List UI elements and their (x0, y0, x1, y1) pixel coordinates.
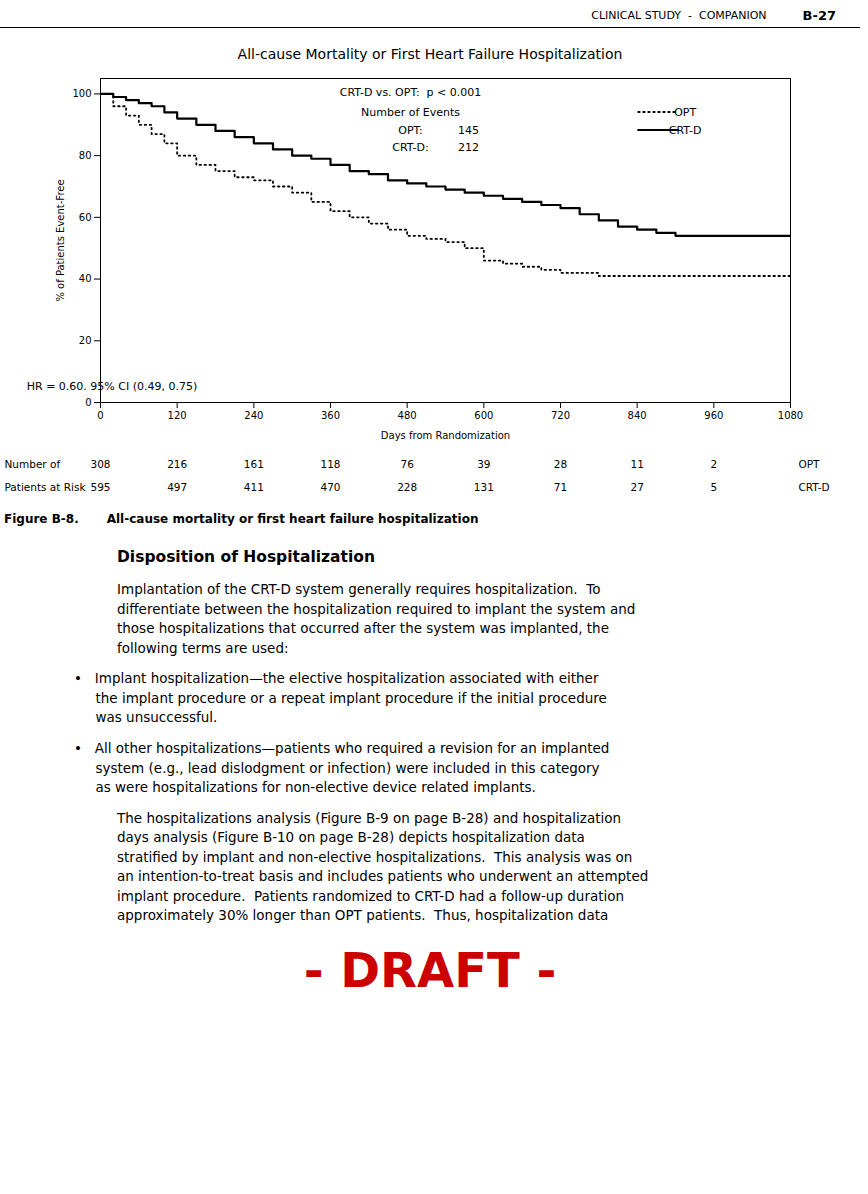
svg-text:28: 28 (554, 458, 567, 470)
svg-text:CRT-D: CRT-D (799, 481, 830, 493)
svg-text:5: 5 (710, 481, 717, 493)
svg-text:480: 480 (398, 410, 417, 421)
svg-text:497: 497 (167, 481, 187, 493)
svg-text:240: 240 (244, 410, 263, 421)
html-text:Disposition of Hospitalization: Disposition of Hospitalization (117, 548, 375, 566)
svg-text:470: 470 (320, 481, 340, 493)
html-text:All-cause Mortality or First H: All-cause Mortality or First Heart Failu… (237, 46, 623, 62)
svg-text:% of Patients Event-Free: % of Patients Event-Free (55, 179, 66, 301)
svg-text:216: 216 (167, 458, 187, 470)
svg-text:960: 960 (704, 410, 723, 421)
svg-text:Days from Randomization: Days from Randomization (381, 430, 510, 441)
svg-text:CRT-D vs. OPT: p < 0.001: CRT-D vs. OPT: p < 0.001 (340, 86, 482, 99)
svg-text:OPT:: OPT: (398, 124, 423, 137)
svg-text:HR = 0.60. 95% CI (0.49, 0.75): HR = 0.60. 95% CI (0.49, 0.75) (27, 380, 198, 393)
svg-text:100: 100 (72, 88, 91, 99)
svg-text:595: 595 (90, 481, 110, 493)
svg-text:118: 118 (320, 458, 340, 470)
svg-text:Patients at Risk: Patients at Risk (5, 481, 87, 493)
html-text:CLINICAL STUDY - COMPANION: CLINICAL STUDY - COMPANION (591, 9, 767, 22)
svg-text:0: 0 (97, 410, 103, 421)
svg-text:228: 228 (397, 481, 417, 493)
html-text:• Implant hospitalization—the: • Implant hospitalization—the elective h… (74, 670, 607, 726)
svg-text:120: 120 (168, 410, 187, 421)
svg-text:1080: 1080 (778, 410, 803, 421)
html-text:B-27: B-27 (802, 8, 836, 23)
svg-text:60: 60 (79, 212, 92, 223)
svg-text:76: 76 (400, 458, 414, 470)
svg-text:39: 39 (477, 458, 490, 470)
svg-text:2: 2 (710, 458, 717, 470)
html-text:Figure B-8.: Figure B-8. (4, 512, 79, 526)
svg-text:360: 360 (321, 410, 340, 421)
svg-text:11: 11 (630, 458, 643, 470)
svg-text:80: 80 (79, 150, 92, 161)
svg-text:600: 600 (474, 410, 493, 421)
svg-text:OPT: OPT (674, 106, 696, 119)
svg-text:Number of: Number of (5, 458, 61, 470)
html-text:The hospitalizations analysis: The hospitalizations analysis (Figure B-… (117, 809, 649, 924)
html-text:• All other hospitalizations—p: • All other hospitalizations—patients wh… (74, 739, 610, 796)
svg-text:71: 71 (554, 481, 567, 493)
svg-text:27: 27 (630, 481, 643, 493)
svg-text:CRT-D: CRT-D (669, 124, 702, 137)
svg-text:720: 720 (551, 410, 570, 421)
svg-text:20: 20 (79, 335, 92, 346)
html-text:All-cause mortality or first h: All-cause mortality or first heart failu… (106, 512, 479, 526)
svg-text:40: 40 (79, 273, 92, 284)
svg-text:308: 308 (90, 458, 110, 470)
svg-text:OPT: OPT (799, 458, 821, 470)
svg-text:145: 145 (458, 124, 479, 137)
html-text:- DRAFT -: - DRAFT - (303, 942, 557, 998)
svg-text:411: 411 (244, 481, 264, 493)
svg-text:CRT-D:: CRT-D: (392, 141, 428, 154)
svg-text:131: 131 (474, 481, 494, 493)
svg-text:161: 161 (244, 458, 264, 470)
svg-text:212: 212 (458, 141, 479, 154)
svg-text:0: 0 (85, 397, 91, 408)
svg-text:840: 840 (628, 410, 647, 421)
html-text:Implantation of the CRT-D syst: Implantation of the CRT-D system general… (117, 581, 636, 656)
svg-text:Number of Events: Number of Events (361, 106, 460, 119)
